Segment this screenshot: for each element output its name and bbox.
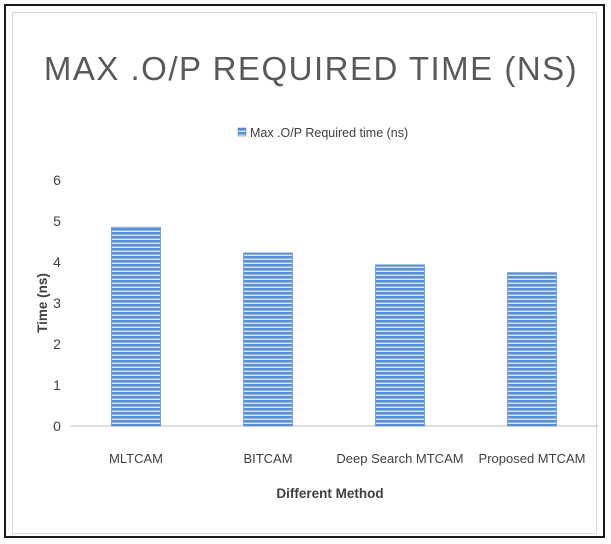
y-tick-label: 0 xyxy=(53,418,61,434)
y-tick-label: 1 xyxy=(53,377,61,393)
y-axis: 0 1 2 3 4 5 6 xyxy=(53,172,61,434)
x-category-label: BITCAM xyxy=(243,451,292,466)
bars xyxy=(111,226,557,427)
legend: Max .O/P Required time (ns) xyxy=(237,126,408,140)
bar xyxy=(507,272,557,427)
x-category-label: MLTCAM xyxy=(109,451,163,466)
y-tick-label: 5 xyxy=(53,213,61,229)
y-tick-label: 2 xyxy=(53,336,61,352)
legend-swatch xyxy=(237,127,247,137)
x-category-label: Proposed MTCAM xyxy=(479,451,586,466)
bar xyxy=(243,252,293,427)
y-tick-label: 6 xyxy=(53,172,61,188)
y-axis-title: Time (ns) xyxy=(35,273,50,333)
y-tick-label: 4 xyxy=(53,254,61,270)
chart-title: MAX .O/P REQUIRED TIME (NS) xyxy=(44,50,578,87)
legend-label: Max .O/P Required time (ns) xyxy=(250,126,408,140)
x-axis-title: Different Method xyxy=(276,486,383,501)
x-category-label: Deep Search MTCAM xyxy=(336,451,463,466)
y-tick-label: 3 xyxy=(53,295,61,311)
bar xyxy=(111,226,161,427)
chart-area xyxy=(12,12,597,534)
x-axis-categories: MLTCAM BITCAM Deep Search MTCAM Proposed MT… xyxy=(109,451,585,466)
bar xyxy=(375,264,425,427)
